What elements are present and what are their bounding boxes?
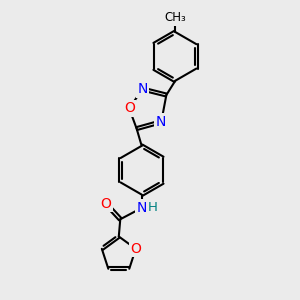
Text: CH₃: CH₃ (164, 11, 186, 24)
Text: O: O (130, 242, 141, 256)
Text: N: N (137, 82, 148, 96)
Text: O: O (100, 197, 111, 211)
Text: H: H (148, 202, 158, 214)
Text: N: N (156, 115, 166, 129)
Text: N: N (136, 201, 147, 215)
Text: O: O (124, 101, 135, 116)
